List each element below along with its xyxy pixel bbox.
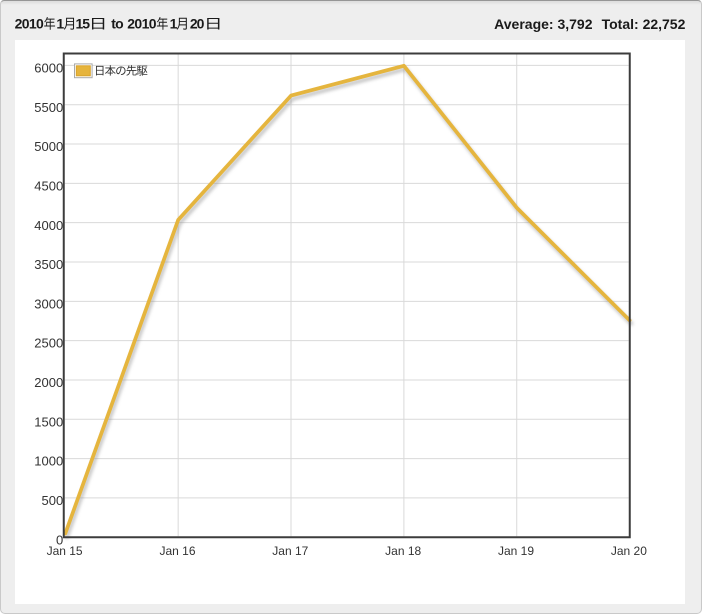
svg-text:Jan 18: Jan 18: [385, 544, 421, 558]
svg-text:500: 500: [41, 493, 63, 508]
svg-text:5000: 5000: [34, 139, 63, 154]
svg-text:2010: 2010: [15, 16, 44, 32]
svg-text:0: 0: [56, 532, 63, 547]
svg-text:Jan 17: Jan 17: [272, 544, 308, 558]
svg-text:6000: 6000: [34, 61, 63, 76]
svg-text:1: 1: [56, 16, 64, 32]
svg-text:2500: 2500: [34, 336, 63, 351]
svg-text:2010: 2010: [127, 16, 156, 32]
svg-text:1: 1: [170, 16, 178, 32]
svg-text:Jan 16: Jan 16: [159, 544, 195, 558]
svg-text:3500: 3500: [34, 257, 63, 272]
svg-text:Jan 19: Jan 19: [498, 544, 534, 558]
svg-text:Jan 20: Jan 20: [611, 544, 647, 558]
svg-text:15: 15: [76, 16, 91, 32]
svg-text:4500: 4500: [34, 179, 63, 194]
svg-text:Average: 3,792: Average: 3,792: [494, 16, 593, 32]
svg-text:Total: 22,752: Total: 22,752: [602, 16, 686, 32]
svg-text:3000: 3000: [34, 296, 63, 311]
svg-text:20: 20: [190, 16, 205, 32]
svg-text:to: to: [111, 16, 123, 32]
svg-text:5500: 5500: [34, 100, 63, 115]
svg-text:4000: 4000: [34, 218, 63, 233]
svg-text:2000: 2000: [34, 375, 63, 390]
svg-text:1500: 1500: [34, 414, 63, 429]
svg-text:Jan 15: Jan 15: [47, 544, 83, 558]
svg-text:1000: 1000: [34, 454, 63, 469]
